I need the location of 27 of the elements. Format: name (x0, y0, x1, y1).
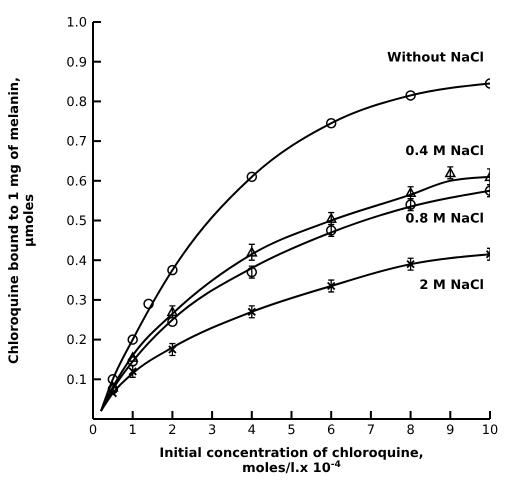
series-label: 0.8 M NaCl (405, 212, 484, 227)
x-tick-label: 0 (88, 423, 98, 438)
x-tick-label: 2 (168, 423, 177, 438)
x-axis-title: Initial concentration of chloroquine, moles/l.x 10$^{-4}$ (159, 446, 424, 476)
y-tick-label: 0.2 (66, 333, 87, 348)
y-tick-label: 0.4 (66, 254, 87, 269)
x-tick-label: 1 (128, 423, 137, 438)
y-axis-title: Chloroquine bound to 1 mg of melanin, µmoles (7, 77, 37, 364)
y-tick-label: 0.3 (66, 294, 87, 309)
x-tick-label: 6 (327, 423, 336, 438)
x-tick-label: 4 (248, 423, 256, 438)
x-tick-label: 7 (366, 423, 376, 438)
series-label: Without NaCl (387, 50, 484, 66)
series-label: 0.4 M NaCl (405, 144, 484, 159)
y-tick-label: 0.1 (66, 372, 87, 388)
x-tick-label: 3 (208, 423, 216, 438)
y-tick-label: 0.8 (66, 95, 87, 110)
x-tick-label: 8 (406, 423, 415, 438)
series-label: 2 M NaCl (419, 278, 484, 294)
x-tick-label: 9 (446, 423, 454, 438)
x-tick-label: 5 (287, 423, 296, 438)
y-tick-label: 0.6 (66, 174, 87, 190)
y-tick-label: 0.7 (66, 134, 87, 150)
y-tick-label: 0.9 (66, 55, 87, 70)
y-tick-label: 1.0 (66, 16, 87, 31)
y-tick-label: 0.5 (66, 214, 87, 230)
x-tick-label: 10 (482, 423, 498, 438)
